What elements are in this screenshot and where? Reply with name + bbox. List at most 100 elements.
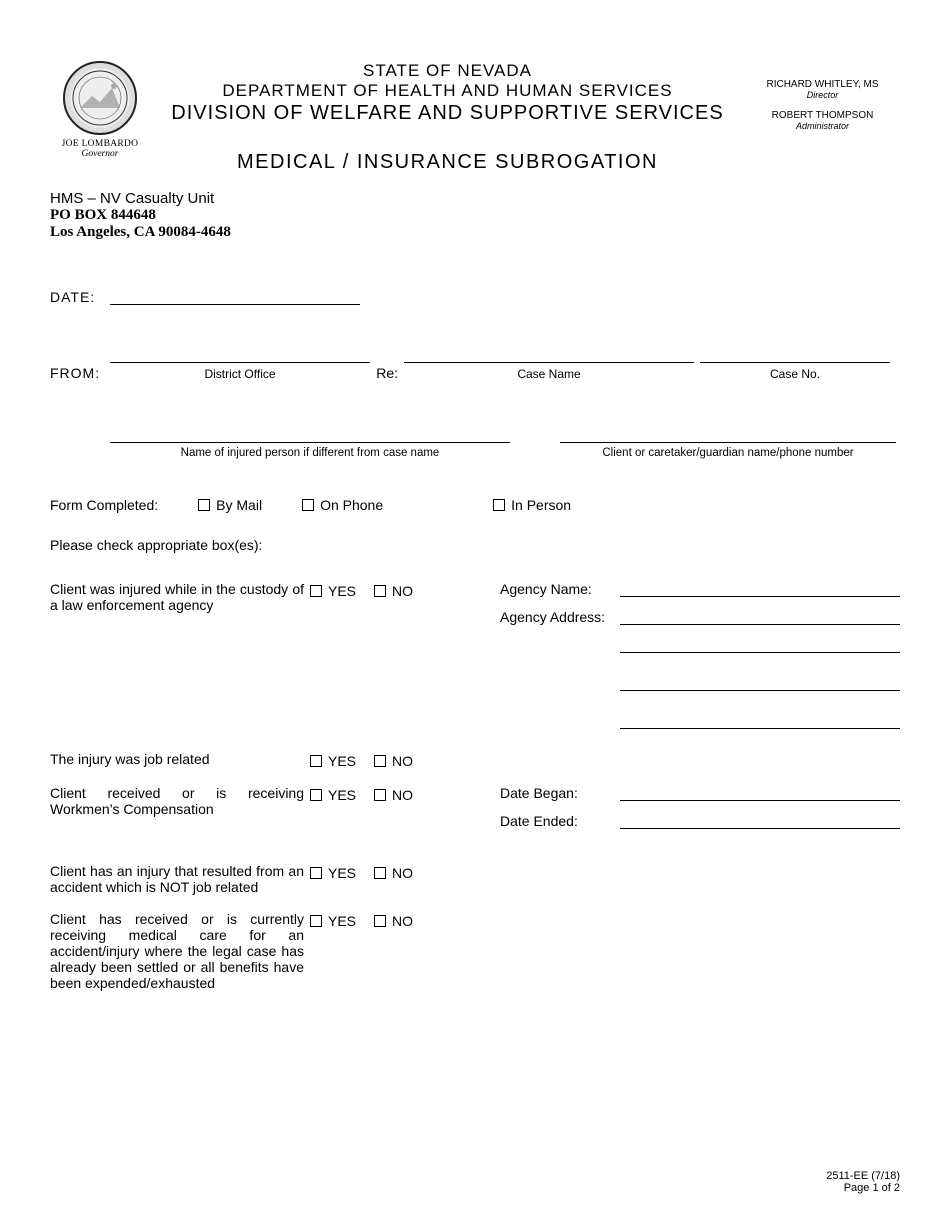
division-title: DIVISION OF WELFARE AND SUPPORTIVE SERVI… <box>164 102 731 125</box>
address-city: Los Angeles, CA 90084-4648 <box>50 224 900 241</box>
q1-no[interactable]: NO <box>374 583 413 599</box>
q2-no[interactable]: NO <box>374 753 413 769</box>
q3-row: Client received or is receiving Workmen’… <box>50 785 900 841</box>
page-number: Page 1 of 2 <box>826 1182 900 1194</box>
director-title: Director <box>745 90 900 100</box>
checkbox-icon[interactable] <box>493 499 505 511</box>
date-ended-label: Date Ended: <box>500 813 620 829</box>
q3-text: Client received or is receiving Workmen’… <box>50 785 310 817</box>
q4-yes[interactable]: YES <box>310 865 356 881</box>
checkbox-icon[interactable] <box>374 915 386 927</box>
checkbox-icon[interactable] <box>310 585 322 597</box>
agency-address-input-4[interactable] <box>620 713 900 729</box>
q3-no[interactable]: NO <box>374 787 413 803</box>
no-label: NO <box>392 913 413 929</box>
from-row: FROM: District Office Re: Case Name Case… <box>50 345 900 381</box>
by-mail-option[interactable]: By Mail <box>198 497 262 513</box>
q2-yes[interactable]: YES <box>310 753 356 769</box>
q4-row: Client has an injury that resulted from … <box>50 863 900 895</box>
q4-no[interactable]: NO <box>374 865 413 881</box>
q5-text: Client has received or is currently rece… <box>50 911 310 991</box>
address-po: PO BOX 844648 <box>50 207 900 224</box>
governor-title: Governor <box>50 149 150 159</box>
q1-text: Client was injured while in the custody … <box>50 581 310 613</box>
director-name: RICHARD WHITLEY, MS <box>745 79 900 90</box>
admin-title: Administrator <box>745 121 900 131</box>
agency-address-input-2[interactable] <box>620 637 900 653</box>
checkbox-icon[interactable] <box>374 867 386 879</box>
date-ended-input[interactable] <box>620 813 900 829</box>
agency-name-label: Agency Name: <box>500 581 620 597</box>
q1-yes[interactable]: YES <box>310 583 356 599</box>
governor-name: JOE LOMBARDO <box>50 139 150 149</box>
yes-label: YES <box>328 787 356 803</box>
agency-name-input[interactable] <box>620 581 900 597</box>
officials-block: RICHARD WHITLEY, MS Director ROBERT THOM… <box>745 55 900 141</box>
title-block: STATE OF NEVADA DEPARTMENT OF HEALTH AND… <box>164 55 731 174</box>
checkbox-icon[interactable] <box>310 789 322 801</box>
state-title: STATE OF NEVADA <box>164 61 731 81</box>
agency-address-label: Agency Address: <box>500 609 620 625</box>
checkbox-icon[interactable] <box>374 789 386 801</box>
q5-row: Client has received or is currently rece… <box>50 911 900 991</box>
case-name-input[interactable] <box>404 345 694 363</box>
second-underline-row: Name of injured person if different from… <box>50 425 900 459</box>
admin-name: ROBERT THOMPSON <box>745 110 900 121</box>
in-person-option[interactable]: In Person <box>493 497 571 513</box>
no-label: NO <box>392 753 413 769</box>
page-header: JOE LOMBARDO Governor STATE OF NEVADA DE… <box>50 55 900 174</box>
by-mail-label: By Mail <box>216 497 262 513</box>
q2-row: The injury was job related YES NO <box>50 751 900 769</box>
q5-yes[interactable]: YES <box>310 913 356 929</box>
address-unit: HMS – NV Casualty Unit <box>50 190 900 207</box>
case-name-sublabel: Case Name <box>404 367 694 381</box>
no-label: NO <box>392 787 413 803</box>
agency-address-input-1[interactable] <box>620 609 900 625</box>
q1-right: Agency Name: Agency Address: <box>460 581 900 733</box>
date-input[interactable] <box>110 287 360 305</box>
q3-yes[interactable]: YES <box>310 787 356 803</box>
checkbox-icon[interactable] <box>374 755 386 767</box>
checkbox-icon[interactable] <box>310 867 322 879</box>
caretaker-input[interactable] <box>560 425 896 443</box>
q3-right: Date Began: Date Ended: <box>460 785 900 841</box>
in-person-label: In Person <box>511 497 571 513</box>
from-label: FROM: <box>50 365 110 381</box>
instruction-text: Please check appropriate box(es): <box>50 537 900 553</box>
yes-label: YES <box>328 913 356 929</box>
agency-address-input-3[interactable] <box>620 675 900 691</box>
on-phone-option[interactable]: On Phone <box>302 497 383 513</box>
q4-text: Client has an injury that resulted from … <box>50 863 310 895</box>
date-began-label: Date Began: <box>500 785 620 801</box>
date-began-input[interactable] <box>620 785 900 801</box>
date-row: DATE: <box>50 287 900 305</box>
re-label: Re: <box>370 365 404 381</box>
case-no-sublabel: Case No. <box>700 367 890 381</box>
seal-svg-icon <box>70 68 130 128</box>
injured-name-input[interactable] <box>110 425 510 443</box>
form-number: 2511-EE (7/18) <box>826 1170 900 1182</box>
district-office-sublabel: District Office <box>110 367 370 381</box>
q5-no[interactable]: NO <box>374 913 413 929</box>
case-no-input[interactable] <box>700 345 890 363</box>
q2-text: The injury was job related <box>50 751 310 767</box>
governor-block: JOE LOMBARDO Governor <box>50 55 150 159</box>
checkbox-icon[interactable] <box>310 755 322 767</box>
checkbox-icon[interactable] <box>374 585 386 597</box>
date-label: DATE: <box>50 289 110 305</box>
form-completed-label: Form Completed: <box>50 497 158 513</box>
page-footer: 2511-EE (7/18) Page 1 of 2 <box>826 1170 900 1194</box>
yes-label: YES <box>328 583 356 599</box>
district-office-input[interactable] <box>110 345 370 363</box>
no-label: NO <box>392 583 413 599</box>
q1-row: Client was injured while in the custody … <box>50 581 900 733</box>
dept-title: DEPARTMENT OF HEALTH AND HUMAN SERVICES <box>164 81 731 101</box>
on-phone-label: On Phone <box>320 497 383 513</box>
questions-grid: Client was injured while in the custody … <box>50 581 900 991</box>
state-seal-icon <box>63 61 137 135</box>
checkbox-icon[interactable] <box>198 499 210 511</box>
checkbox-icon[interactable] <box>310 915 322 927</box>
checkbox-icon[interactable] <box>302 499 314 511</box>
form-completed-row: Form Completed: By Mail On Phone In Pers… <box>50 497 900 513</box>
caretaker-sublabel: Client or caretaker/guardian name/phone … <box>560 447 896 459</box>
